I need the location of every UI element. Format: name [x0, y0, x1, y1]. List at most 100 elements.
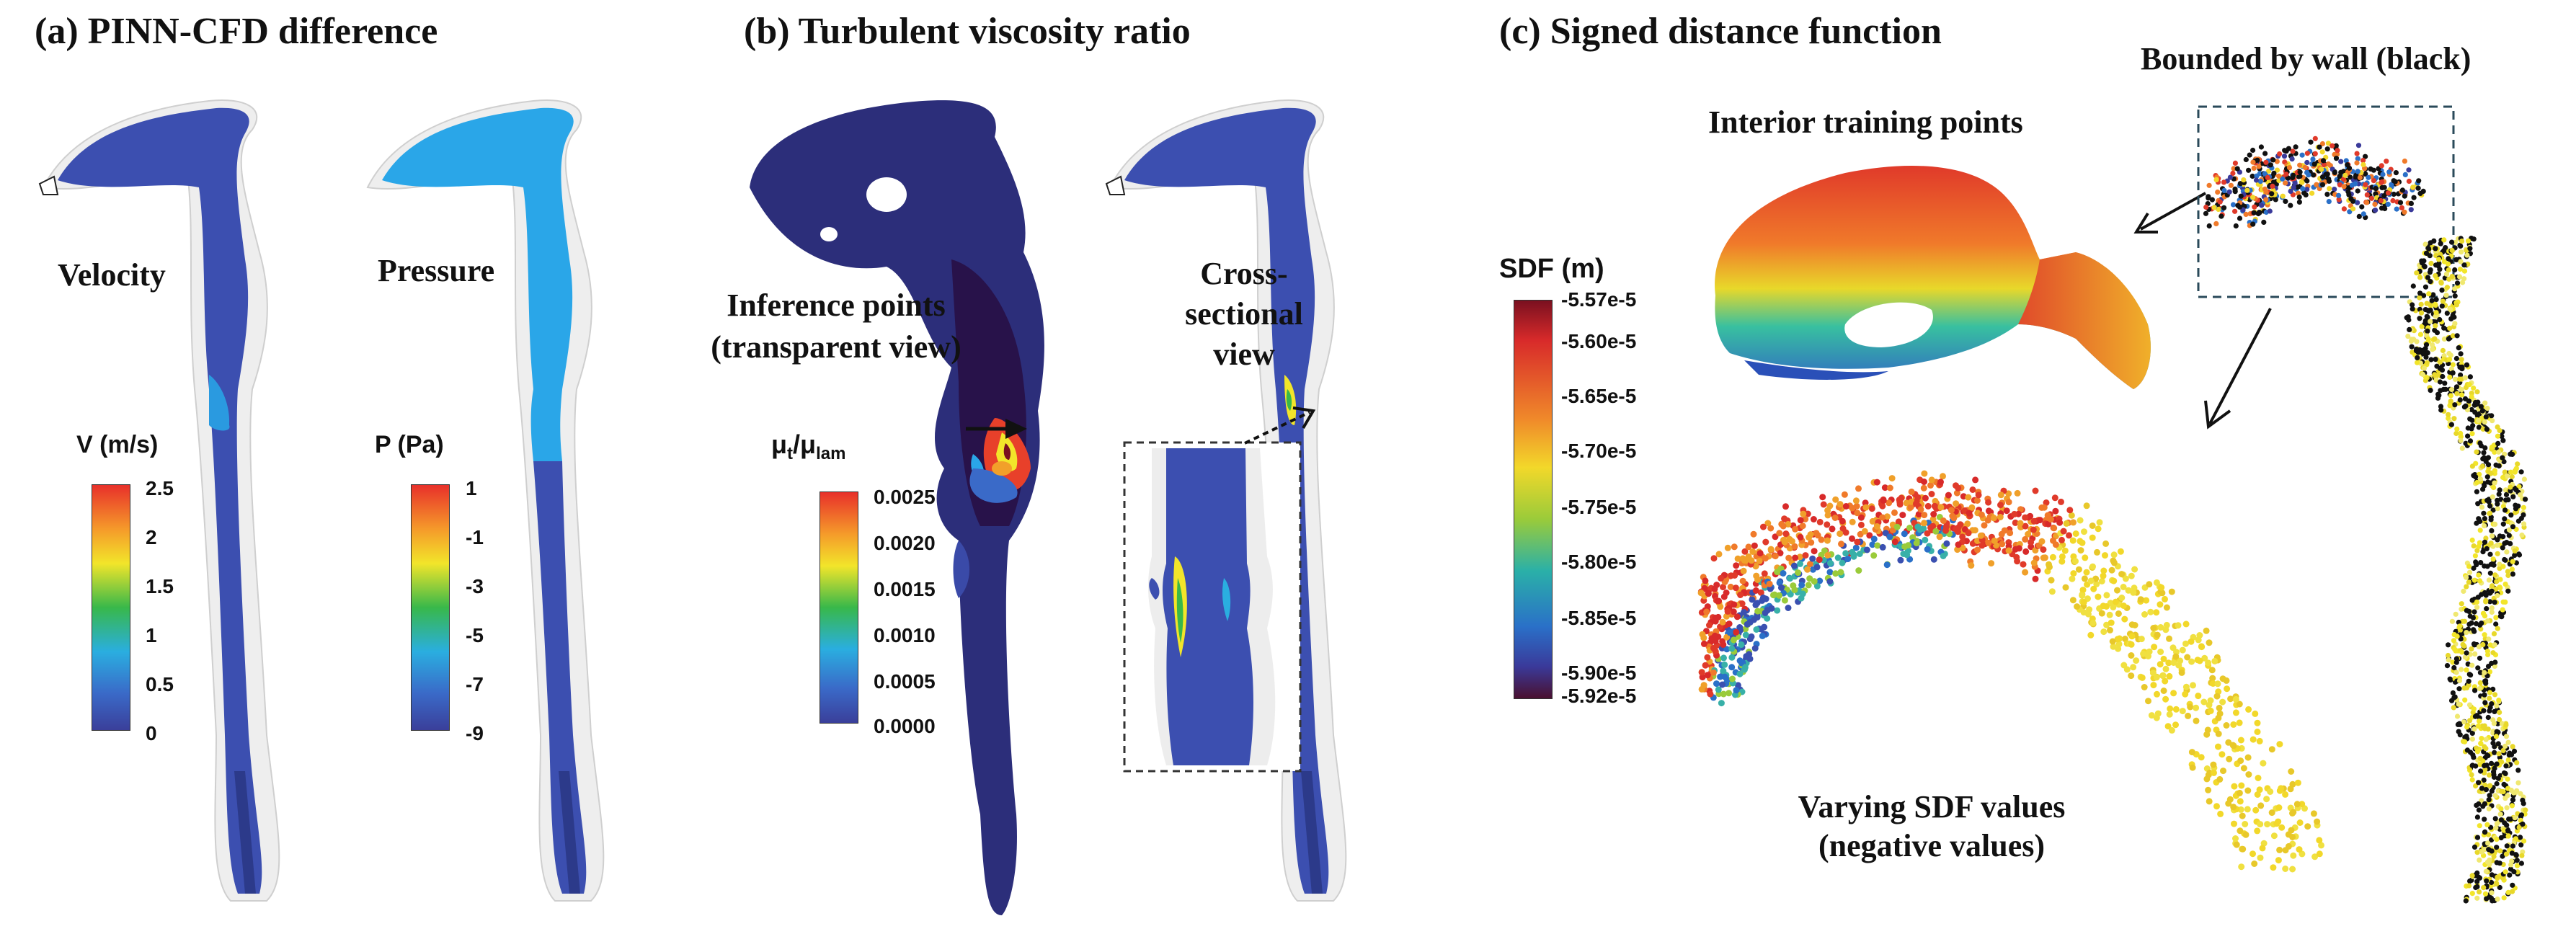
- point-marker: [2495, 543, 2500, 548]
- point-marker: [2116, 635, 2123, 642]
- point-marker: [1893, 523, 1901, 530]
- point-marker: [2379, 179, 2385, 185]
- point-marker: [1921, 520, 1928, 527]
- point-marker: [1791, 587, 1798, 594]
- point-marker: [2487, 857, 2492, 863]
- point-marker: [2479, 786, 2485, 791]
- point-marker: [2311, 161, 2317, 167]
- point-marker: [1788, 538, 1795, 545]
- point-marker: [1776, 530, 1783, 537]
- varying-label-line1: Varying SDF values: [1798, 789, 2066, 824]
- point-marker: [2090, 585, 2097, 592]
- point-marker: [2467, 246, 2473, 252]
- point-marker: [2458, 351, 2464, 357]
- point-marker: [2436, 393, 2442, 399]
- point-marker: [2324, 146, 2330, 152]
- point-marker: [1999, 541, 2006, 548]
- point-marker: [2466, 702, 2473, 708]
- sdf-tick: -5.65e-5: [1561, 385, 1637, 407]
- point-marker: [2494, 881, 2500, 887]
- point-marker: [2393, 170, 2399, 176]
- point-marker: [2453, 384, 2460, 390]
- point-marker: [2163, 604, 2170, 611]
- point-marker: [1832, 570, 1839, 577]
- point-marker: [2480, 549, 2486, 555]
- point-marker: [1781, 597, 1788, 604]
- point-marker: [2456, 677, 2463, 684]
- point-marker: [2502, 869, 2508, 875]
- point-marker: [2499, 433, 2505, 439]
- point-marker: [1791, 543, 1798, 550]
- point-marker: [2323, 172, 2329, 177]
- point-marker: [1899, 512, 1906, 519]
- point-marker: [2063, 520, 2070, 527]
- point-marker: [2510, 882, 2515, 888]
- point-marker: [2472, 688, 2478, 693]
- point-marker: [2153, 609, 2160, 616]
- point-marker: [2257, 179, 2263, 184]
- point-marker: [2252, 710, 2259, 717]
- point-marker: [2473, 474, 2479, 480]
- point-marker: [2456, 686, 2462, 692]
- point-marker: [2259, 203, 2265, 208]
- point-marker: [2204, 726, 2211, 734]
- point-marker: [1813, 582, 1821, 590]
- point-marker: [1746, 651, 1753, 658]
- point-marker: [2311, 853, 2319, 860]
- point-marker: [2254, 827, 2261, 835]
- point-marker: [2100, 567, 2108, 574]
- point-marker: [2477, 875, 2483, 881]
- point-marker: [1787, 575, 1793, 582]
- point-marker: [2471, 706, 2477, 712]
- point-marker: [2342, 172, 2348, 178]
- point-marker: [2511, 869, 2517, 875]
- point-marker: [2058, 498, 2064, 505]
- point-marker: [2491, 631, 2497, 637]
- point-marker: [2424, 360, 2430, 365]
- point-marker: [2310, 810, 2317, 817]
- point-marker: [2253, 177, 2260, 183]
- point-marker: [2274, 159, 2280, 164]
- point-marker: [2461, 588, 2466, 595]
- point-marker: [2432, 327, 2438, 333]
- point-marker: [2492, 750, 2497, 755]
- point-marker: [2503, 734, 2510, 739]
- point-marker: [1897, 556, 1904, 564]
- point-marker: [2461, 618, 2467, 624]
- point-marker: [2464, 362, 2470, 368]
- point-marker: [2482, 419, 2487, 425]
- point-marker: [2414, 270, 2420, 276]
- point-marker: [1798, 582, 1806, 589]
- point-marker: [2326, 178, 2332, 184]
- point-marker: [2207, 707, 2214, 714]
- point-marker: [1832, 496, 1839, 503]
- point-marker: [1943, 540, 1950, 547]
- point-marker: [2215, 730, 2222, 737]
- point-marker: [2069, 537, 2077, 544]
- point-marker: [2482, 847, 2487, 853]
- point-marker: [2146, 648, 2153, 655]
- point-marker: [2487, 510, 2493, 516]
- point-marker: [2310, 156, 2316, 162]
- point-marker: [1839, 517, 1846, 525]
- point-marker: [2422, 351, 2428, 357]
- point-marker: [2461, 719, 2466, 725]
- point-marker: [2095, 525, 2102, 533]
- point-marker: [2488, 541, 2494, 546]
- point-marker: [1955, 541, 1962, 548]
- point-marker: [2341, 169, 2347, 174]
- point-marker: [2193, 704, 2200, 711]
- point-marker: [2469, 431, 2475, 437]
- point-marker: [1736, 657, 1744, 664]
- point-marker: [2319, 149, 2325, 155]
- point-marker: [2459, 249, 2464, 255]
- bounded-wall-label: Bounded by wall (black): [2141, 41, 2471, 76]
- point-marker: [2066, 532, 2072, 539]
- point-marker: [2505, 569, 2510, 574]
- point-marker: [2474, 479, 2480, 486]
- point-marker: [2257, 210, 2262, 215]
- point-marker: [2487, 695, 2492, 701]
- point-marker: [1968, 562, 1975, 569]
- point-marker: [2515, 461, 2521, 467]
- point-marker: [2481, 450, 2487, 455]
